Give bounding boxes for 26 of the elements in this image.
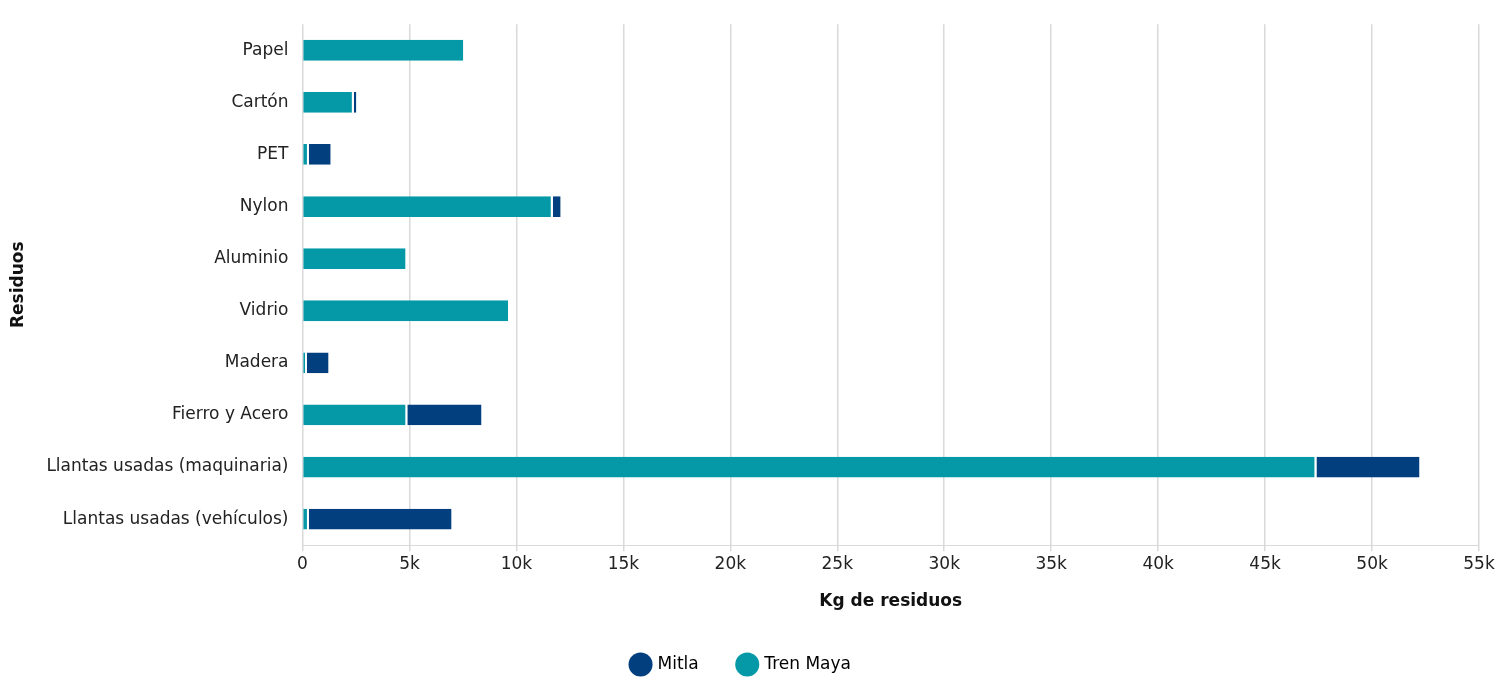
x-tick-label: 55k	[1463, 552, 1495, 573]
x-tick-label: 20k	[714, 552, 747, 573]
x-tick-label: 15k	[607, 552, 640, 573]
x-tick-label: 50k	[1356, 552, 1388, 573]
x-tick-label: 35k	[1035, 552, 1068, 573]
y-tick-label: Llantas usadas (vehículos)	[62, 507, 289, 528]
y-tick-label: Vidrio	[239, 299, 289, 320]
x-tick-label: 30k	[928, 552, 961, 573]
y-tick-label: Papel	[242, 38, 289, 59]
y-tick-label: Nylon	[239, 194, 289, 215]
x-tick-label: 45k	[1249, 552, 1281, 573]
x-tick-label: 25k	[821, 552, 854, 573]
y-tick-label: Fierro y Acero	[172, 403, 289, 424]
y-tick-label: Cartón	[231, 90, 289, 111]
y-axis-title: Residuos	[6, 241, 27, 329]
x-axis-title: Kg de residuos	[819, 590, 963, 611]
y-tick-label: Llantas usadas (maquinaria)	[46, 455, 289, 476]
x-tick-label: 40k	[1142, 552, 1175, 573]
y-tick-label: PET	[257, 142, 290, 163]
y-tick-label: Madera	[224, 351, 289, 372]
legend-label: Mitla	[657, 652, 699, 673]
x-tick-label: 0	[297, 552, 308, 573]
legend-label: Tren Maya	[763, 652, 851, 673]
y-tick-label: Aluminio	[214, 247, 289, 268]
x-tick-label: 5k	[399, 552, 420, 573]
x-tick-label: 10k	[500, 552, 533, 573]
